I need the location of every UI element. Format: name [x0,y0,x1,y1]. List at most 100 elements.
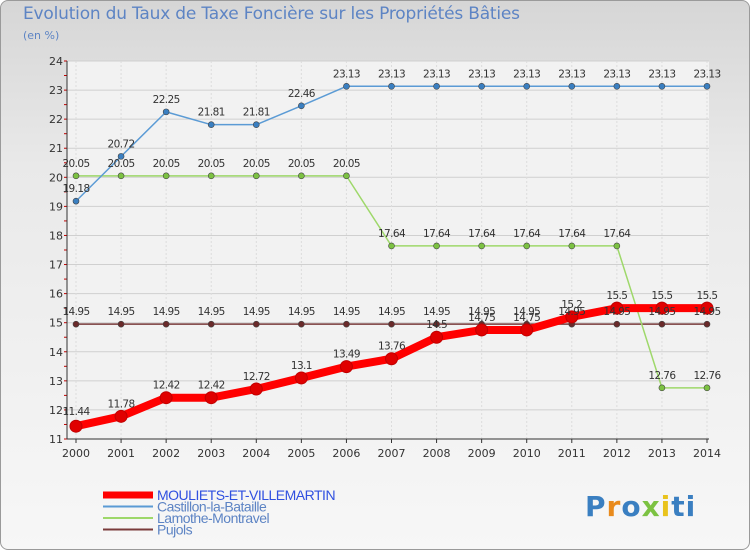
data-point [568,82,576,90]
data-point [430,330,444,344]
data-label: 23.13 [423,68,450,80]
data-label: 14.5 [426,319,447,331]
legend-label: Castillon-la-Bataille [157,499,267,515]
data-label: 20.05 [108,158,135,170]
data-label: 14.95 [378,306,405,318]
data-point [433,320,440,328]
data-point [252,320,260,328]
x-tick-label: 2014 [693,447,721,460]
x-tick-label: 2003 [197,447,225,460]
data-label: 15.5 [651,290,672,302]
x-tick-label: 2011 [558,447,586,460]
data-point [207,320,215,328]
data-point [252,121,260,128]
data-label: 14.95 [423,306,450,318]
data-label: 14.75 [468,312,495,324]
unit-label: (en %) [23,29,60,42]
data-label: 22.25 [153,94,180,106]
data-point [658,320,666,328]
data-label: 23.13 [513,68,540,80]
data-point [613,242,621,250]
chart-title: Evolution du Taux de Taxe Foncière sur l… [23,4,520,24]
data-label: 23.13 [558,68,585,80]
proxiti-logo: Proxiti [585,490,697,523]
data-label: 19.18 [62,183,89,195]
data-label: 20.05 [198,158,225,170]
y-tick-label: 16 [49,288,63,301]
data-point [114,409,128,423]
data-label: 15.5 [697,290,718,302]
data-point [72,172,80,180]
data-point [69,419,83,433]
x-tick-label: 2000 [62,447,90,460]
data-label: 12.76 [648,370,676,382]
plot-area [67,61,709,439]
y-tick-label: 20 [49,171,63,184]
data-point [385,352,398,366]
data-point [343,320,350,328]
data-point [298,172,305,180]
y-tick-label: 22 [49,113,63,126]
data-label: 20.05 [333,158,360,170]
data-label: 13.1 [291,360,312,372]
y-tick-label: 17 [49,259,63,272]
data-label: 14.95 [333,306,360,318]
data-point [204,391,218,405]
data-point [520,323,534,337]
data-label: 14.95 [603,306,630,318]
data-label: 14.95 [288,306,315,318]
data-label: 14.95 [243,306,270,318]
x-tick-label: 2004 [242,447,270,460]
data-label: 12.72 [243,371,270,383]
x-tick-label: 2001 [107,447,135,460]
y-tick-label: 12 [49,404,63,417]
y-tick-label: 24 [49,55,63,68]
data-point [703,82,711,90]
data-label: 23.13 [648,68,675,80]
data-point [298,320,305,328]
data-point [433,242,440,250]
data-label: 20.72 [108,138,135,150]
data-label: 12.42 [153,380,180,392]
y-tick-label: 18 [49,229,63,242]
data-point [72,197,80,205]
data-point [339,360,353,374]
data-point [162,320,170,328]
data-point [294,371,308,385]
x-tick-label: 2006 [332,447,360,460]
data-point [117,172,125,180]
data-point [610,301,624,315]
y-tick-label: 13 [49,375,63,388]
data-point [658,384,666,392]
data-point [433,82,440,90]
y-tick-label: 23 [49,84,63,97]
data-label: 22.46 [288,88,316,100]
data-point [249,382,263,396]
data-point [388,82,395,90]
data-point [568,242,576,250]
data-label: 17.64 [603,228,631,240]
data-label: 15.5 [606,290,627,302]
data-label: 20.05 [288,158,315,170]
data-point [207,121,215,128]
data-label: 13.76 [378,341,406,353]
data-label: 13.49 [333,349,360,361]
data-point [72,320,80,328]
data-label: 17.64 [468,228,496,240]
data-label: 23.13 [378,68,405,80]
data-point [523,82,531,90]
data-point [478,82,485,90]
data-point [475,323,489,337]
data-point [703,384,711,392]
data-label: 23.13 [693,68,720,80]
data-label: 23.13 [603,68,630,80]
data-point [613,82,621,90]
data-label: 20.05 [153,158,180,170]
data-label: 14.95 [513,306,540,318]
x-tick-label: 2010 [513,447,541,460]
data-label: 17.64 [558,228,586,240]
data-label: 14.95 [468,306,495,318]
data-label: 21.81 [198,107,225,119]
